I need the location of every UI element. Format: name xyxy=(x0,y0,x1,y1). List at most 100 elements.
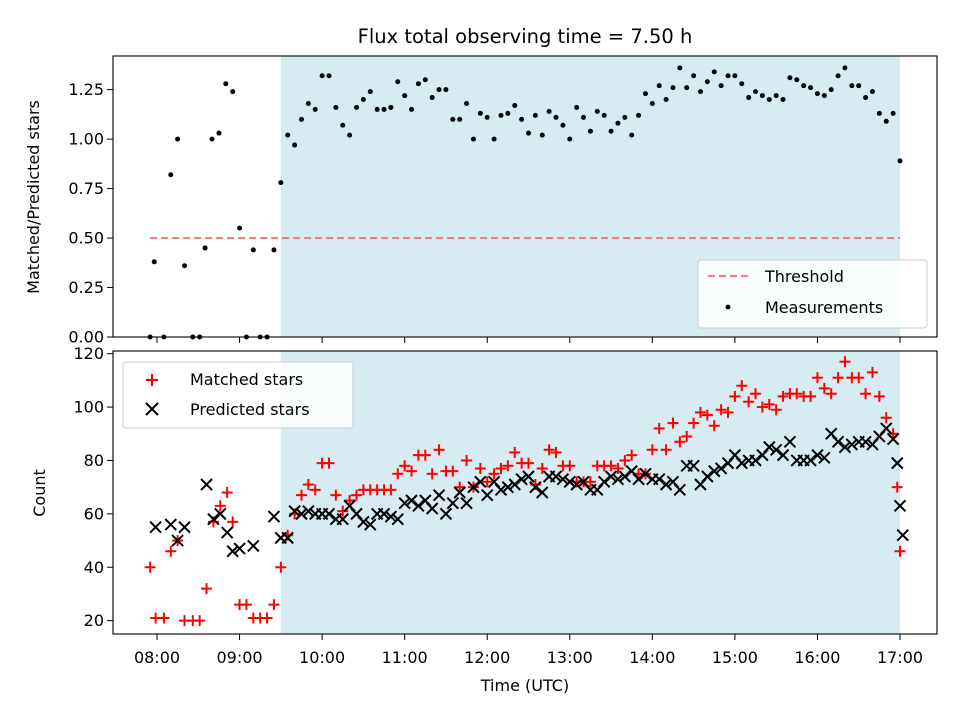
top-legend: Threshold Measurements xyxy=(697,259,928,329)
measurement-point xyxy=(759,93,765,99)
top-legend-box xyxy=(697,259,928,329)
x-tick-label: 13:00 xyxy=(547,648,593,667)
measurement-point xyxy=(285,132,291,138)
predicted-point xyxy=(618,470,632,483)
predicted-point xyxy=(233,542,246,555)
measurement-point xyxy=(484,114,490,120)
measurement-point xyxy=(305,100,311,106)
measurement-point xyxy=(863,95,869,101)
bottom-y-tick-label: 40 xyxy=(84,558,104,577)
predicted-point xyxy=(838,440,852,454)
predicted-point xyxy=(811,448,824,462)
matched-point xyxy=(392,468,404,480)
matched-point xyxy=(523,457,534,469)
measurement-point xyxy=(388,104,394,110)
measurement-point xyxy=(897,158,903,164)
measurement-point xyxy=(704,79,710,85)
matched-point xyxy=(674,436,686,448)
matched-point xyxy=(626,449,638,461)
predicted-point xyxy=(659,478,673,491)
measurement-point xyxy=(298,116,304,122)
matched-point xyxy=(323,457,335,469)
predicted-point xyxy=(391,512,404,526)
matched-point xyxy=(866,366,878,378)
measurement-point xyxy=(835,73,841,79)
matched-point xyxy=(653,422,665,434)
measurement-point xyxy=(429,95,435,101)
measurement-point xyxy=(732,73,738,79)
predicted-point xyxy=(200,478,213,491)
measurement-point xyxy=(168,172,174,178)
top-x-ticks xyxy=(156,337,901,343)
predicted-point xyxy=(460,496,473,510)
matched-point xyxy=(461,454,473,466)
predicted-point xyxy=(522,470,535,483)
predicted-point xyxy=(425,502,439,515)
measurement-point xyxy=(209,136,215,142)
matched-point xyxy=(295,489,307,501)
predicted-point xyxy=(446,496,460,510)
predicted-point xyxy=(302,504,315,518)
measurements-series xyxy=(147,65,903,340)
measurement-point xyxy=(697,89,703,95)
legend-matched-swatch xyxy=(146,374,158,386)
top-y-tick-label: 1.25 xyxy=(68,80,104,99)
measurement-point xyxy=(381,106,387,112)
legend-matched-label: Matched stars xyxy=(190,370,303,389)
predicted-point xyxy=(769,443,783,456)
predicted-point xyxy=(508,478,521,491)
measurement-point xyxy=(333,104,339,110)
measurement-point xyxy=(216,130,222,136)
matched-point xyxy=(873,390,885,402)
measurement-point xyxy=(574,104,580,110)
predicted-point xyxy=(563,475,576,489)
bottom-plot-frame xyxy=(112,350,938,635)
measurement-point xyxy=(629,132,635,138)
x-tick-label: 17:00 xyxy=(877,648,923,667)
matched-point xyxy=(584,476,596,488)
predicted-point xyxy=(226,545,239,558)
legend-predicted-swatch xyxy=(145,402,159,416)
matched-point xyxy=(240,599,252,611)
matched-point xyxy=(275,561,287,573)
measurement-point xyxy=(532,112,538,118)
matched-point xyxy=(385,484,397,496)
matched-point xyxy=(681,430,693,442)
measurement-point xyxy=(491,136,497,142)
bottom-y-tick-label: 100 xyxy=(73,398,104,417)
measurement-point xyxy=(684,85,690,91)
predicted-point xyxy=(708,464,721,478)
measurement-point xyxy=(512,102,518,108)
matched-point xyxy=(406,465,418,477)
matched-point xyxy=(715,404,727,416)
bottom-y-tick-label: 80 xyxy=(84,451,104,470)
predicted-point xyxy=(597,475,611,489)
measurement-point xyxy=(182,263,188,269)
predicted-point xyxy=(673,483,687,497)
measurement-point xyxy=(725,73,731,79)
matched-point xyxy=(825,388,837,400)
matched-point xyxy=(722,406,734,418)
top-y-tick-label: 0.00 xyxy=(68,328,104,347)
predicted-point xyxy=(164,518,177,531)
x-tick-label: 10:00 xyxy=(299,648,345,667)
predicted-point xyxy=(432,488,446,502)
matched-point xyxy=(309,484,321,496)
matched-point xyxy=(708,420,720,432)
matched-point xyxy=(860,388,872,400)
matched-point xyxy=(839,356,851,368)
matched-point xyxy=(646,444,658,456)
matched-point xyxy=(488,468,500,480)
matched-point xyxy=(756,401,768,413)
predicted-point xyxy=(845,438,859,451)
matched-point xyxy=(302,478,314,490)
predicted-point xyxy=(735,456,748,470)
measurement-point xyxy=(553,114,559,120)
matched-point xyxy=(694,406,706,418)
measurement-point xyxy=(436,87,442,93)
measurement-point xyxy=(691,73,697,79)
measurement-point xyxy=(271,247,277,253)
x-axis-label: Time (UTC) xyxy=(480,676,569,695)
measurement-point xyxy=(319,73,325,79)
measurement-point xyxy=(409,106,415,112)
